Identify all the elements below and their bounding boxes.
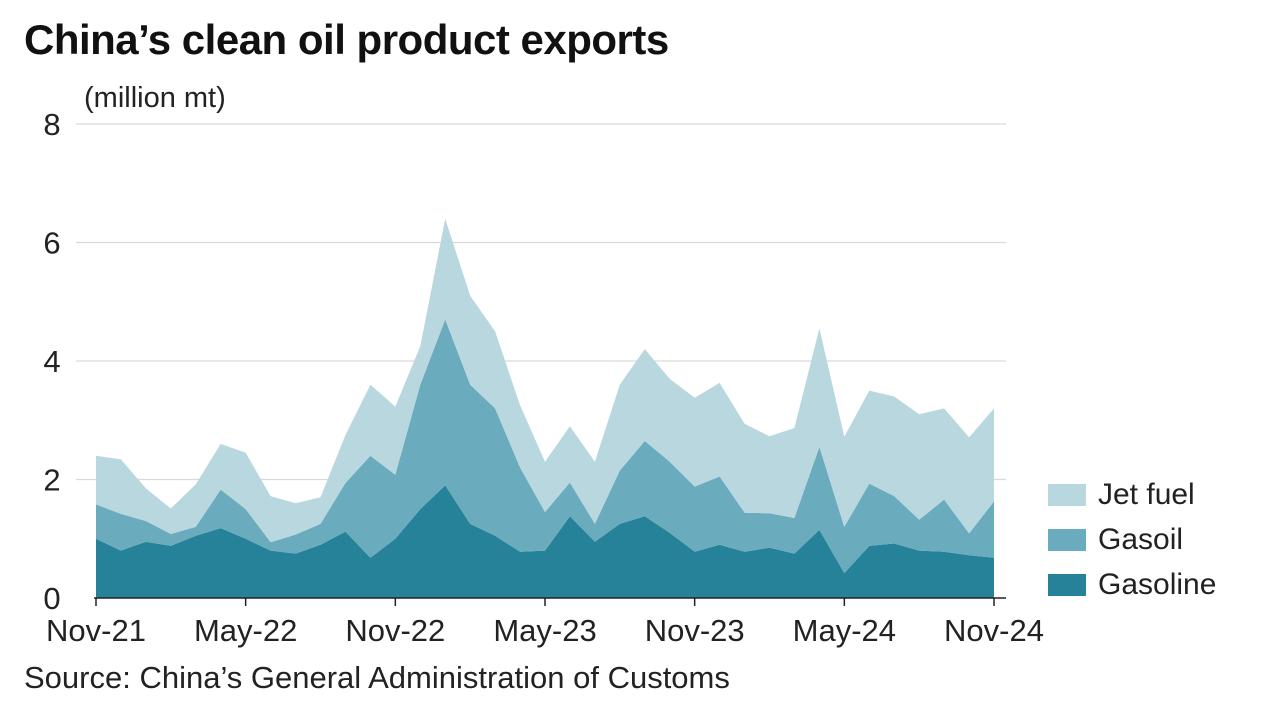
y-tick-label-4: 4 — [43, 344, 60, 379]
chart-title: China’s clean oil product exports — [24, 16, 669, 63]
legend: Jet fuel Gasoil Gasoline — [1048, 472, 1216, 607]
legend-label-gasoil: Gasoil — [1098, 522, 1184, 556]
y-axis-unit-label: (million mt) — [84, 82, 226, 114]
x-tick-label-May-23: May-23 — [493, 613, 596, 648]
y-tick-label-8: 8 — [43, 107, 60, 142]
legend-item-jet-fuel: Jet fuel — [1048, 472, 1216, 517]
legend-swatch-gasoil — [1048, 528, 1086, 551]
source-note: Source: China’s General Administration o… — [24, 660, 730, 695]
legend-label-jet-fuel: Jet fuel — [1098, 477, 1195, 511]
legend-label-gasoline: Gasoline — [1098, 567, 1217, 601]
area-gasoline — [96, 485, 994, 598]
y-tick-label-6: 6 — [43, 226, 60, 261]
legend-item-gasoline: Gasoline — [1048, 562, 1216, 607]
x-tick-label-Nov-21: Nov-21 — [46, 613, 146, 648]
area-jet-fuel — [96, 218, 994, 543]
x-tick-label-Nov-22: Nov-22 — [345, 613, 445, 648]
legend-swatch-gasoline — [1048, 573, 1086, 596]
x-tick-label-Nov-24: Nov-24 — [944, 613, 1044, 648]
x-tick-label-May-22: May-22 — [194, 613, 297, 648]
y-tick-label-0: 0 — [43, 581, 60, 616]
x-tick-label-Nov-23: Nov-23 — [645, 613, 745, 648]
y-tick-label-2: 2 — [43, 463, 60, 498]
legend-swatch-jet-fuel — [1048, 483, 1086, 506]
x-tick-label-May-24: May-24 — [793, 613, 896, 648]
legend-item-gasoil: Gasoil — [1048, 517, 1216, 562]
area-gasoil — [96, 319, 994, 574]
